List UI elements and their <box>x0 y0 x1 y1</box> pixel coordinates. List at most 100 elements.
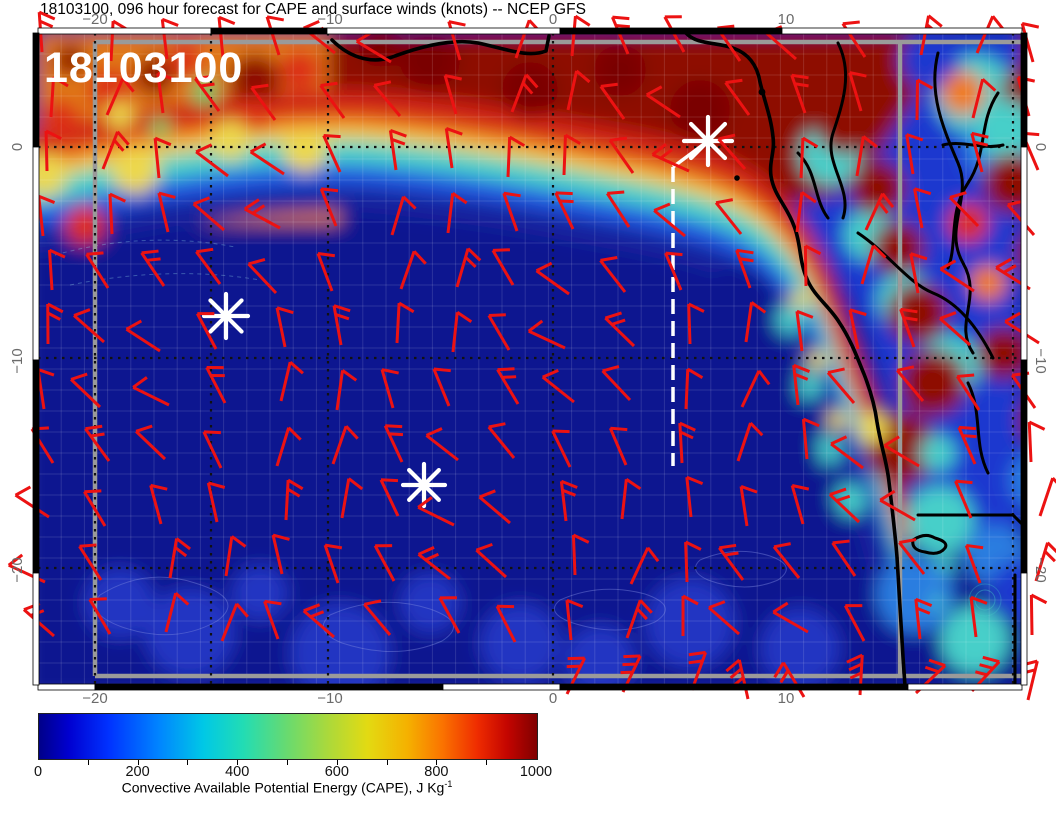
wind-barb <box>860 244 887 285</box>
wind-barb <box>85 251 110 289</box>
wind-barb <box>625 599 653 639</box>
wind-barb <box>101 130 130 170</box>
wind-barb <box>243 198 281 230</box>
wind-barb <box>565 598 584 641</box>
colorbar-caption-exponent: -1 <box>444 779 453 789</box>
colorbar-minor-tick <box>237 760 239 765</box>
wind-barb <box>83 489 107 527</box>
wind-barb <box>664 251 683 291</box>
wind-barb <box>205 365 227 404</box>
wind-barb <box>446 192 468 234</box>
wind-barb <box>527 319 566 350</box>
colorbar-gradient <box>38 713 538 760</box>
wind-barb <box>506 135 526 178</box>
wind-barb <box>566 69 591 111</box>
wind-barb <box>487 313 511 351</box>
wind-barb <box>140 249 166 287</box>
zebra-border <box>32 27 1028 691</box>
wind-barb <box>224 535 247 577</box>
wind-barb <box>395 301 415 344</box>
wind-barb <box>455 247 482 288</box>
wind-barb <box>275 426 302 467</box>
wind-barb <box>1029 593 1048 636</box>
wind-barb <box>265 15 285 56</box>
wind-barb <box>1020 22 1040 63</box>
wind-barb <box>1027 420 1046 463</box>
wind-barb <box>718 543 745 581</box>
wind-barb <box>70 372 102 409</box>
wind-barb <box>562 133 581 176</box>
wind-barb <box>432 367 451 407</box>
wind-barb <box>684 367 704 410</box>
wind-barb <box>599 256 627 293</box>
lat-tick-right: 0 <box>1032 142 1050 152</box>
wind-barb <box>735 248 754 289</box>
wind-barb <box>914 597 933 640</box>
wind-barb <box>331 425 359 465</box>
wind-barb <box>559 479 578 522</box>
wind-barb <box>629 546 660 585</box>
wind-barb <box>279 360 304 402</box>
wind-barb <box>913 187 932 229</box>
wind-barb <box>899 307 918 348</box>
wind-barb <box>864 192 895 231</box>
wind-barb <box>608 136 635 174</box>
asterisk-marker <box>201 291 251 341</box>
wind-barb <box>828 487 861 524</box>
lon-tick-bottom: 0 <box>548 690 558 707</box>
asterisk-marker <box>400 461 448 509</box>
wind-barb <box>47 248 66 291</box>
wind-barb <box>373 544 396 582</box>
wind-barb <box>684 540 702 583</box>
lon-tick-top: 0 <box>548 11 558 28</box>
colorbar-minor-tick <box>137 760 139 765</box>
wind-barb <box>284 478 304 521</box>
lat-tick-right: −20 <box>1032 557 1050 583</box>
lat-tick-left: −10 <box>8 348 26 374</box>
wind-barb <box>37 194 56 237</box>
timestamp-label: 18103100 <box>44 44 244 92</box>
wind-barb <box>496 367 520 405</box>
colorbar-minor-tick <box>486 760 488 765</box>
colorbar-tick-label: 400 <box>225 764 250 780</box>
colorbar-minor-tick <box>287 760 288 765</box>
wind-barb <box>491 248 515 286</box>
wind-barb <box>444 126 463 169</box>
wind-barb <box>164 592 190 633</box>
wind-barb <box>905 133 924 175</box>
wind-barb <box>363 599 392 636</box>
wind-barb <box>687 302 705 345</box>
wind-barb <box>848 71 867 112</box>
wind-barb <box>425 427 459 462</box>
wind-barb <box>388 128 407 171</box>
station-markers <box>201 114 735 509</box>
wind-barb <box>475 542 508 579</box>
colorbar-caption: Convective Available Potential Energy (C… <box>122 779 453 796</box>
lon-tick-top: 10 <box>777 11 795 28</box>
wind-barb <box>149 483 168 525</box>
wind-barb <box>135 424 167 461</box>
wind-barb <box>651 142 690 173</box>
wind-barb <box>608 426 628 466</box>
wind-barb <box>132 376 170 407</box>
wind-barb <box>73 308 105 344</box>
wind-barb <box>739 485 758 527</box>
wind-barb <box>323 543 343 584</box>
wind-barb <box>535 261 570 296</box>
lon-tick-bottom: −20 <box>82 690 108 707</box>
wind-barb <box>88 597 112 635</box>
lon-tick-top: −20 <box>82 11 108 28</box>
wind-barb <box>541 368 575 404</box>
wind-barb <box>194 74 221 112</box>
wind-barb <box>975 15 1005 54</box>
wind-barb <box>611 15 630 55</box>
wind-barb <box>772 601 809 634</box>
wind-barb <box>830 435 864 470</box>
wind-barb <box>795 191 817 233</box>
lat-tick-left: 0 <box>8 142 26 152</box>
wind-barb <box>570 14 591 57</box>
wind-barb <box>478 489 511 525</box>
wind-barb <box>417 496 455 527</box>
